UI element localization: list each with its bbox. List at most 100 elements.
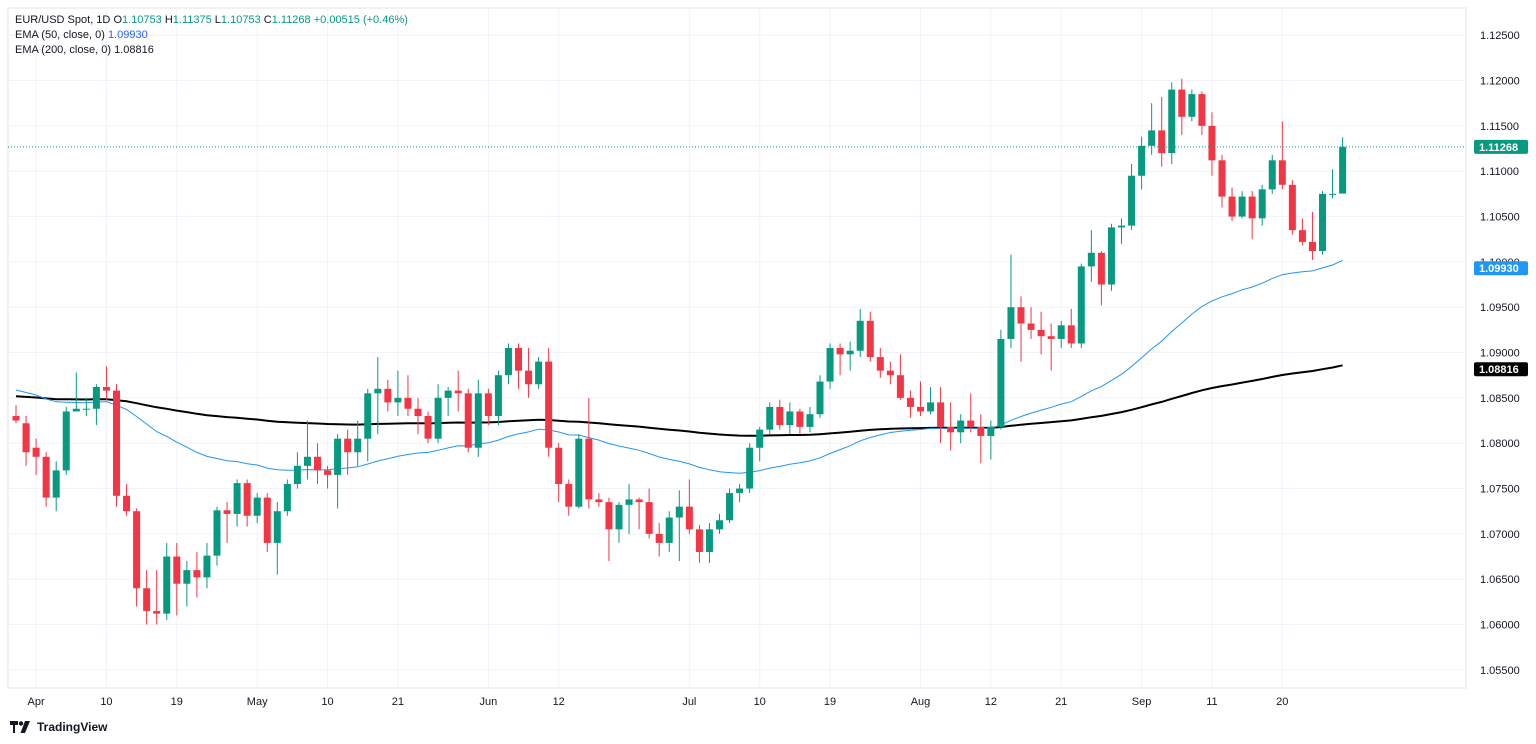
candle-body: [203, 555, 211, 578]
candle: [1057, 320, 1065, 348]
candle: [615, 502, 623, 543]
candle-body: [444, 390, 452, 398]
candle: [22, 416, 30, 466]
candle: [1118, 218, 1125, 244]
candle: [876, 348, 884, 378]
candle: [42, 452, 50, 507]
candle-body: [243, 483, 251, 516]
candle: [987, 420, 995, 460]
candle: [917, 381, 924, 416]
candle: [736, 484, 744, 503]
x-tick-label: 21: [392, 696, 404, 708]
candle: [927, 386, 935, 415]
x-tick-label: 10: [321, 696, 333, 708]
candle-body: [876, 357, 884, 371]
candle-body: [655, 533, 663, 543]
candle: [896, 354, 904, 400]
candle: [364, 388, 372, 462]
candle-body: [22, 423, 30, 453]
x-tick-label: Apr: [28, 696, 45, 708]
candle-body: [1097, 252, 1105, 285]
candle: [776, 399, 784, 430]
candle: [113, 384, 120, 507]
last-price-tag-text: 1.11268: [1479, 142, 1518, 154]
legend-high-label: H: [164, 14, 173, 26]
candle-body: [726, 493, 734, 521]
candle-body: [1319, 193, 1326, 251]
candle: [535, 357, 543, 389]
candle-body: [163, 556, 171, 614]
candle-body: [977, 426, 985, 436]
y-tick-label: 1.08500: [1480, 393, 1520, 405]
candle-body: [1168, 89, 1176, 154]
legend-row-ema50[interactable]: EMA (50, close, 0) 1.09930: [15, 28, 408, 43]
candle-body: [826, 348, 834, 382]
candle: [1007, 254, 1015, 348]
legend-ema50-value: 1.09930: [107, 29, 148, 41]
candle-body: [123, 495, 131, 512]
candle: [1319, 191, 1326, 255]
candle-body: [705, 529, 713, 552]
candle-body: [12, 416, 20, 421]
candle-body: [665, 517, 673, 543]
y-tick-label: 1.11500: [1480, 121, 1519, 133]
candle: [133, 508, 141, 607]
y-tick-label: 1.09000: [1480, 348, 1520, 360]
candle: [746, 443, 754, 494]
candle: [32, 438, 40, 475]
tradingview-logo[interactable]: TradingView: [10, 720, 107, 734]
ema50-layer: [15, 259, 1343, 474]
y-tick-label: 1.12000: [1480, 76, 1520, 88]
y-tick-label: 1.07500: [1480, 484, 1520, 496]
candle-body: [293, 465, 301, 484]
candle-body: [464, 393, 472, 448]
candle-body: [816, 381, 824, 415]
candle-body: [565, 484, 573, 507]
candle: [474, 379, 482, 457]
candle-body: [525, 370, 533, 385]
last-price-tag-bg: [1474, 139, 1528, 154]
candle: [856, 309, 864, 358]
candle-body: [273, 511, 281, 543]
legend-open-label: O: [113, 14, 122, 26]
x-tick-label: 10: [754, 696, 766, 708]
candle: [716, 513, 723, 534]
legend-row-symbol: EUR/USD Spot, 1D O1.10753 H1.11375 L1.10…: [15, 13, 408, 28]
candle: [52, 461, 60, 512]
candle-body: [896, 375, 904, 398]
candle: [595, 493, 603, 507]
candle: [1037, 311, 1045, 355]
ema200-tag-bg: [1474, 362, 1528, 377]
candle: [1017, 296, 1025, 362]
candle: [484, 388, 492, 426]
x-tick-label: Jul: [682, 696, 696, 708]
legend-row-ema200[interactable]: EMA (200, close, 0) 1.08816: [15, 43, 408, 58]
candle-body: [92, 386, 100, 409]
candle: [324, 465, 332, 489]
candle-body: [1329, 193, 1337, 195]
candle-body: [1238, 196, 1246, 217]
x-tick-label: 19: [824, 696, 836, 708]
candle-body: [615, 504, 623, 530]
candle-body: [324, 470, 332, 475]
ema50-tag-bg: [1474, 261, 1528, 276]
candle: [575, 434, 583, 509]
candle-body: [1027, 323, 1035, 330]
candle-body: [62, 411, 70, 471]
candle-body: [344, 438, 352, 453]
candle: [102, 366, 110, 400]
candle: [1047, 323, 1055, 371]
candle: [1168, 82, 1176, 164]
candle-body: [454, 390, 462, 394]
candle: [545, 348, 553, 457]
ema200-line: [15, 364, 1343, 437]
candle: [434, 384, 442, 444]
candle-body: [1017, 307, 1025, 324]
candle: [344, 429, 352, 475]
candle-body: [263, 497, 271, 543]
axes-layer: 1.125001.120001.115001.110001.105001.100…: [28, 30, 1528, 708]
candle: [243, 479, 251, 527]
candle: [183, 561, 191, 607]
candle-body: [283, 484, 291, 512]
